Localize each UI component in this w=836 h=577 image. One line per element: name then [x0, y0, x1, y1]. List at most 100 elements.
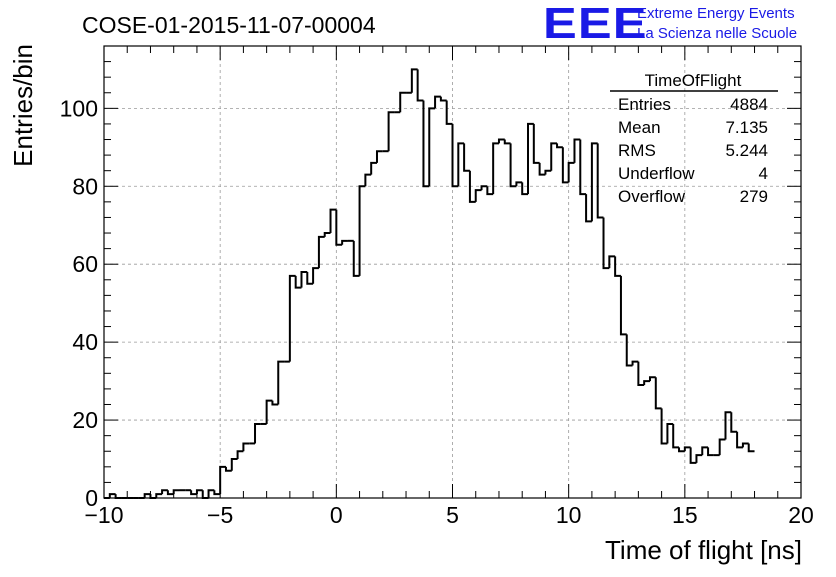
- histogram-bin: [736, 431, 743, 449]
- histogram-bin: [370, 161, 377, 175]
- y-tick-label: 80: [72, 173, 98, 199]
- histogram-bin: [358, 185, 366, 276]
- histogram-bin: [439, 96, 447, 102]
- x-tick-label: −5: [207, 502, 233, 528]
- histogram-bin: [515, 181, 523, 187]
- chart-title: COSE-01-2015-11-07-00004: [82, 12, 376, 38]
- histogram-bin: [672, 423, 680, 449]
- stats-value-rms: 5.244: [725, 141, 768, 160]
- histogram-bin: [596, 143, 604, 219]
- histogram-bin: [550, 142, 558, 171]
- histogram-bin: [660, 408, 668, 445]
- histogram-bin: [602, 217, 610, 270]
- stats-value-overflow: 279: [740, 187, 768, 206]
- histogram-bin: [312, 267, 319, 284]
- stats-label-underflow: Underflow: [618, 164, 695, 183]
- histogram-bin: [224, 466, 232, 472]
- stats-label-overflow: Overflow: [618, 187, 686, 206]
- histogram-bin: [625, 334, 633, 367]
- histogram-bin: [410, 68, 418, 93]
- histogram-bin: [544, 169, 552, 175]
- x-tick-label: −10: [84, 502, 123, 528]
- histogram-bin: [364, 173, 372, 187]
- histogram-bin: [329, 208, 337, 234]
- stats-value-entries: 4884: [730, 95, 768, 114]
- histogram-bin: [643, 380, 650, 385]
- histogram-bin: [666, 422, 674, 444]
- histogram-bin: [503, 139, 511, 145]
- histogram-bin: [567, 161, 575, 183]
- x-tick-label: 15: [672, 502, 698, 528]
- stats-label-mean: Mean: [618, 118, 661, 137]
- histogram-bin: [288, 274, 296, 362]
- histogram-bin: [230, 458, 238, 471]
- histogram-bin: [306, 272, 314, 285]
- histogram-bin: [538, 162, 546, 176]
- histogram-bin: [387, 111, 395, 152]
- histogram-bin: [741, 442, 749, 448]
- histogram-bin: [341, 239, 348, 245]
- x-tick-label: 10: [556, 502, 582, 528]
- y-tick-label: 0: [85, 485, 98, 511]
- histogram-bin: [637, 361, 645, 386]
- histogram-bin: [317, 235, 325, 269]
- x-tick-label: 20: [788, 502, 814, 528]
- y-tick-label: 40: [72, 329, 98, 355]
- histogram-bin: [590, 142, 598, 222]
- histogram-bin: [451, 123, 459, 188]
- histogram-bin: [352, 240, 360, 277]
- histogram-bin: [468, 170, 476, 203]
- histogram-bin: [480, 185, 488, 191]
- histogram-bin: [683, 446, 691, 452]
- histogram-bin: [747, 443, 755, 453]
- histogram-bin: [254, 422, 261, 444]
- histogram-bin: [294, 275, 302, 289]
- histogram-bin: [718, 438, 726, 456]
- histogram-bin: [190, 490, 197, 496]
- histogram-bin: [457, 142, 465, 187]
- y-tick-label: 20: [72, 407, 98, 433]
- x-tick-label: 5: [446, 502, 459, 528]
- x-tick-label: 0: [330, 502, 343, 528]
- histogram-bin: [236, 450, 244, 460]
- histogram-bin: [585, 194, 592, 223]
- eee-logo: EEE: [543, 0, 648, 48]
- histogram-bin: [399, 91, 407, 113]
- histogram-bin: [335, 209, 343, 246]
- histogram-bin: [172, 489, 180, 495]
- histogram-bin: [143, 493, 151, 498]
- histogram-bin: [579, 139, 587, 196]
- histogram-bin: [323, 232, 331, 237]
- histogram-bin: [300, 271, 308, 288]
- y-tick-label: 100: [60, 95, 98, 121]
- histogram-bin: [486, 186, 494, 196]
- histogram-bin: [527, 122, 534, 195]
- histogram-bin: [614, 256, 621, 277]
- histogram-bin: [648, 376, 656, 382]
- histogram-bin: [375, 150, 383, 163]
- histogram-bin: [422, 100, 430, 188]
- x-axis-label: Time of flight [ns]: [605, 535, 802, 565]
- y-tick-label: 60: [72, 251, 98, 277]
- histogram-bin: [689, 447, 697, 464]
- y-axis-label: Entries/bin: [8, 44, 38, 167]
- histogram-bin: [707, 447, 714, 457]
- histogram-bin: [497, 138, 505, 144]
- histogram-bin: [561, 147, 569, 184]
- histogram-bin: [265, 399, 273, 424]
- histogram-bin: [416, 69, 424, 102]
- histogram-bin: [532, 123, 540, 164]
- histogram-bin: [213, 490, 221, 496]
- histogram-bin: [161, 489, 168, 495]
- histogram-bin: [695, 454, 703, 463]
- histogram-bin: [166, 490, 174, 496]
- histogram-bin: [608, 255, 616, 269]
- histogram-bin: [654, 377, 662, 410]
- histogram-bin: [277, 360, 285, 405]
- histogram-bin: [207, 489, 215, 498]
- axis-ticks: [103, 45, 802, 499]
- histogram-bin: [521, 182, 529, 196]
- histogram-bin: [242, 442, 250, 452]
